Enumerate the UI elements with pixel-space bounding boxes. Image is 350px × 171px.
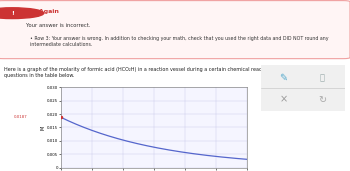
Text: ×: × — [279, 95, 287, 105]
Text: Your answer is incorrect.: Your answer is incorrect. — [26, 23, 91, 28]
Text: • Row 3: Your answer is wrong. In addition to checking your math, check that you: • Row 3: Your answer is wrong. In additi… — [30, 36, 328, 47]
Circle shape — [0, 8, 44, 19]
FancyBboxPatch shape — [257, 63, 348, 113]
Text: !: ! — [11, 11, 14, 16]
Text: ✎: ✎ — [279, 73, 287, 83]
FancyBboxPatch shape — [0, 1, 350, 59]
Text: Here is a graph of the molarity of formic acid (HCO₂H) in a reaction vessel duri: Here is a graph of the molarity of formi… — [4, 67, 344, 78]
Y-axis label: M: M — [40, 125, 45, 129]
Text: ↻: ↻ — [318, 95, 326, 105]
Text: 0.0187: 0.0187 — [14, 115, 28, 120]
Text: 🔗: 🔗 — [320, 73, 324, 82]
Text: Try Again: Try Again — [26, 9, 59, 15]
